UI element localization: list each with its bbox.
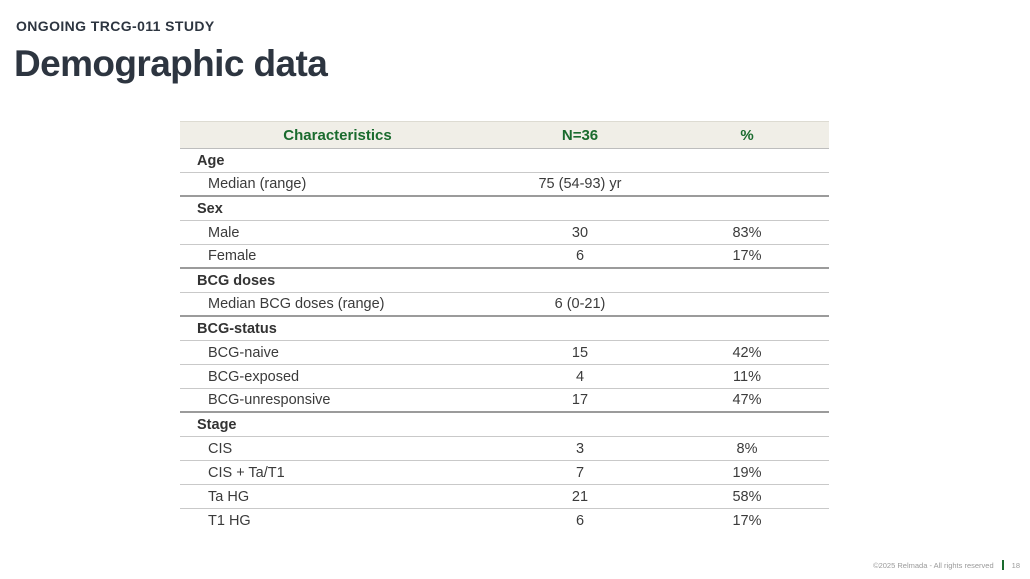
row-label: CIS: [208, 440, 233, 457]
row-n-value: 15: [571, 344, 589, 361]
row-label: T1 HG: [208, 513, 251, 529]
row-label: Female: [208, 248, 257, 264]
row-n-value: 6 (0-21): [554, 296, 606, 312]
table-row: Age: [180, 149, 829, 173]
table-header-row: Characteristics N=36 %: [180, 121, 829, 149]
row-label: Ta HG: [208, 488, 250, 505]
row-label: BCG-naive: [208, 344, 279, 361]
row-label: BCG-unresponsive: [208, 392, 331, 408]
row-pct-value: 19%: [732, 464, 762, 481]
row-label: CIS + Ta/T1: [208, 464, 285, 481]
table-row: Stage: [180, 413, 829, 437]
row-pct-value: 8%: [736, 440, 758, 457]
table-row: Female 6 17%: [180, 245, 829, 269]
row-n-value: 6: [575, 248, 585, 264]
slide-header: ONGOING TRCG-011 STUDY Demographic data: [14, 18, 328, 85]
row-pct-value: 17%: [732, 248, 762, 264]
table-row: BCG-exposed 4 11%: [180, 365, 829, 389]
row-n-value: 7: [575, 464, 585, 481]
table-row: T1 HG 6 17%: [180, 509, 829, 533]
row-label: Median (range): [208, 176, 307, 192]
study-label: ONGOING TRCG-011 STUDY: [16, 18, 215, 34]
table-body: Age Median (range) 75 (54-93) yr Sex Male 30 8…: [180, 149, 829, 533]
row-n-value: 21: [571, 488, 589, 505]
table-row: BCG doses: [180, 269, 829, 293]
slide-footer: ©2025 Relmada - All rights reserved 18: [873, 560, 1020, 570]
row-pct-value: 17%: [732, 513, 762, 529]
table-row: BCG-status: [180, 317, 829, 341]
table-row: BCG-unresponsive 17 47%: [180, 389, 829, 413]
page-title: Demographic data: [14, 43, 328, 84]
row-n-value: 17: [571, 392, 589, 408]
page-number: 18: [1011, 560, 1020, 570]
row-label: BCG-status: [197, 320, 277, 337]
row-pct-value: 47%: [732, 392, 762, 408]
row-pct-value: 11%: [733, 368, 761, 385]
row-n-value: 4: [575, 368, 585, 385]
table-row: Sex: [180, 197, 829, 221]
table-row: Ta HG 21 58%: [180, 485, 829, 509]
row-label: Median BCG doses (range): [208, 296, 385, 312]
column-header-percent: %: [740, 126, 754, 144]
row-label: Age: [197, 152, 225, 169]
table-row: Male 30 83%: [180, 221, 829, 245]
table-row: CIS + Ta/T1 7 19%: [180, 461, 829, 485]
row-label: Male: [208, 224, 240, 241]
footer-divider: [1001, 560, 1004, 570]
table-row: Median BCG doses (range) 6 (0-21): [180, 293, 829, 317]
row-label: Stage: [197, 416, 237, 433]
row-pct-value: 58%: [732, 488, 762, 505]
row-n-value: 3: [575, 440, 585, 457]
column-header-characteristics: Characteristics: [283, 126, 392, 144]
table-row: BCG-naive 15 42%: [180, 341, 829, 365]
row-n-value: 30: [571, 224, 589, 241]
row-label: Sex: [197, 200, 223, 217]
row-label: BCG-exposed: [208, 368, 300, 385]
row-n-value: 75 (54-93) yr: [538, 176, 622, 192]
table-row: Median (range) 75 (54-93) yr: [180, 173, 829, 197]
copyright-text: ©2025 Relmada - All rights reserved: [873, 560, 994, 570]
table-row: CIS 3 8%: [180, 437, 829, 461]
row-n-value: 6: [575, 513, 585, 529]
demographics-table: Characteristics N=36 % Age Median (range)…: [180, 121, 829, 533]
row-label: BCG doses: [197, 272, 276, 289]
column-header-n: N=36: [561, 126, 599, 144]
row-pct-value: 42%: [732, 344, 762, 361]
row-pct-value: 83%: [732, 224, 762, 241]
